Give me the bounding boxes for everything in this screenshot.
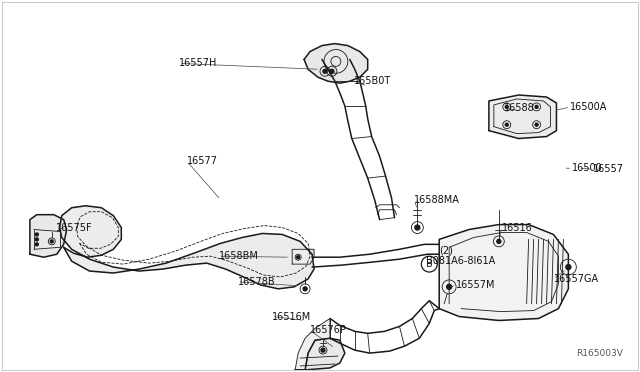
Polygon shape [439,225,568,320]
Text: 16557GA: 16557GA [554,274,598,284]
Polygon shape [292,249,314,264]
Polygon shape [304,44,368,83]
Text: R165003V: R165003V [576,349,623,357]
Text: 1658BM: 1658BM [219,251,259,261]
Text: 16500: 16500 [572,163,603,173]
Circle shape [330,69,334,73]
Text: B: B [426,259,433,269]
Circle shape [415,225,420,230]
Circle shape [35,233,38,236]
Circle shape [566,264,571,270]
Polygon shape [295,338,345,370]
Polygon shape [489,95,556,138]
Text: 16516M: 16516M [272,311,312,321]
Text: 16577: 16577 [187,156,218,166]
Circle shape [323,69,327,73]
Text: 16500A: 16500A [570,102,608,112]
Text: 16516: 16516 [502,222,532,232]
Circle shape [506,105,508,108]
Text: 16588MA: 16588MA [414,195,460,205]
Circle shape [506,123,508,126]
Polygon shape [30,215,67,257]
Text: 16575F: 16575F [56,222,92,232]
Text: (2): (2) [439,245,453,255]
Circle shape [35,243,38,246]
Text: 16578B: 16578B [237,277,275,287]
Text: B081A6-8I61A: B081A6-8I61A [426,256,495,266]
Text: 165B0T: 165B0T [354,76,391,86]
Text: 16557: 16557 [593,164,624,174]
Text: 16588: 16588 [504,103,534,113]
Circle shape [303,287,307,291]
Circle shape [447,284,452,289]
Text: 16557H: 16557H [179,58,218,68]
Polygon shape [60,206,314,289]
Circle shape [35,238,38,241]
Circle shape [535,123,538,126]
Polygon shape [295,318,330,370]
Circle shape [535,105,538,108]
Circle shape [297,256,300,259]
Text: 16557M: 16557M [456,280,495,290]
Circle shape [51,240,53,243]
Circle shape [497,240,501,243]
Text: 16576P: 16576P [310,326,347,336]
Circle shape [321,348,325,352]
